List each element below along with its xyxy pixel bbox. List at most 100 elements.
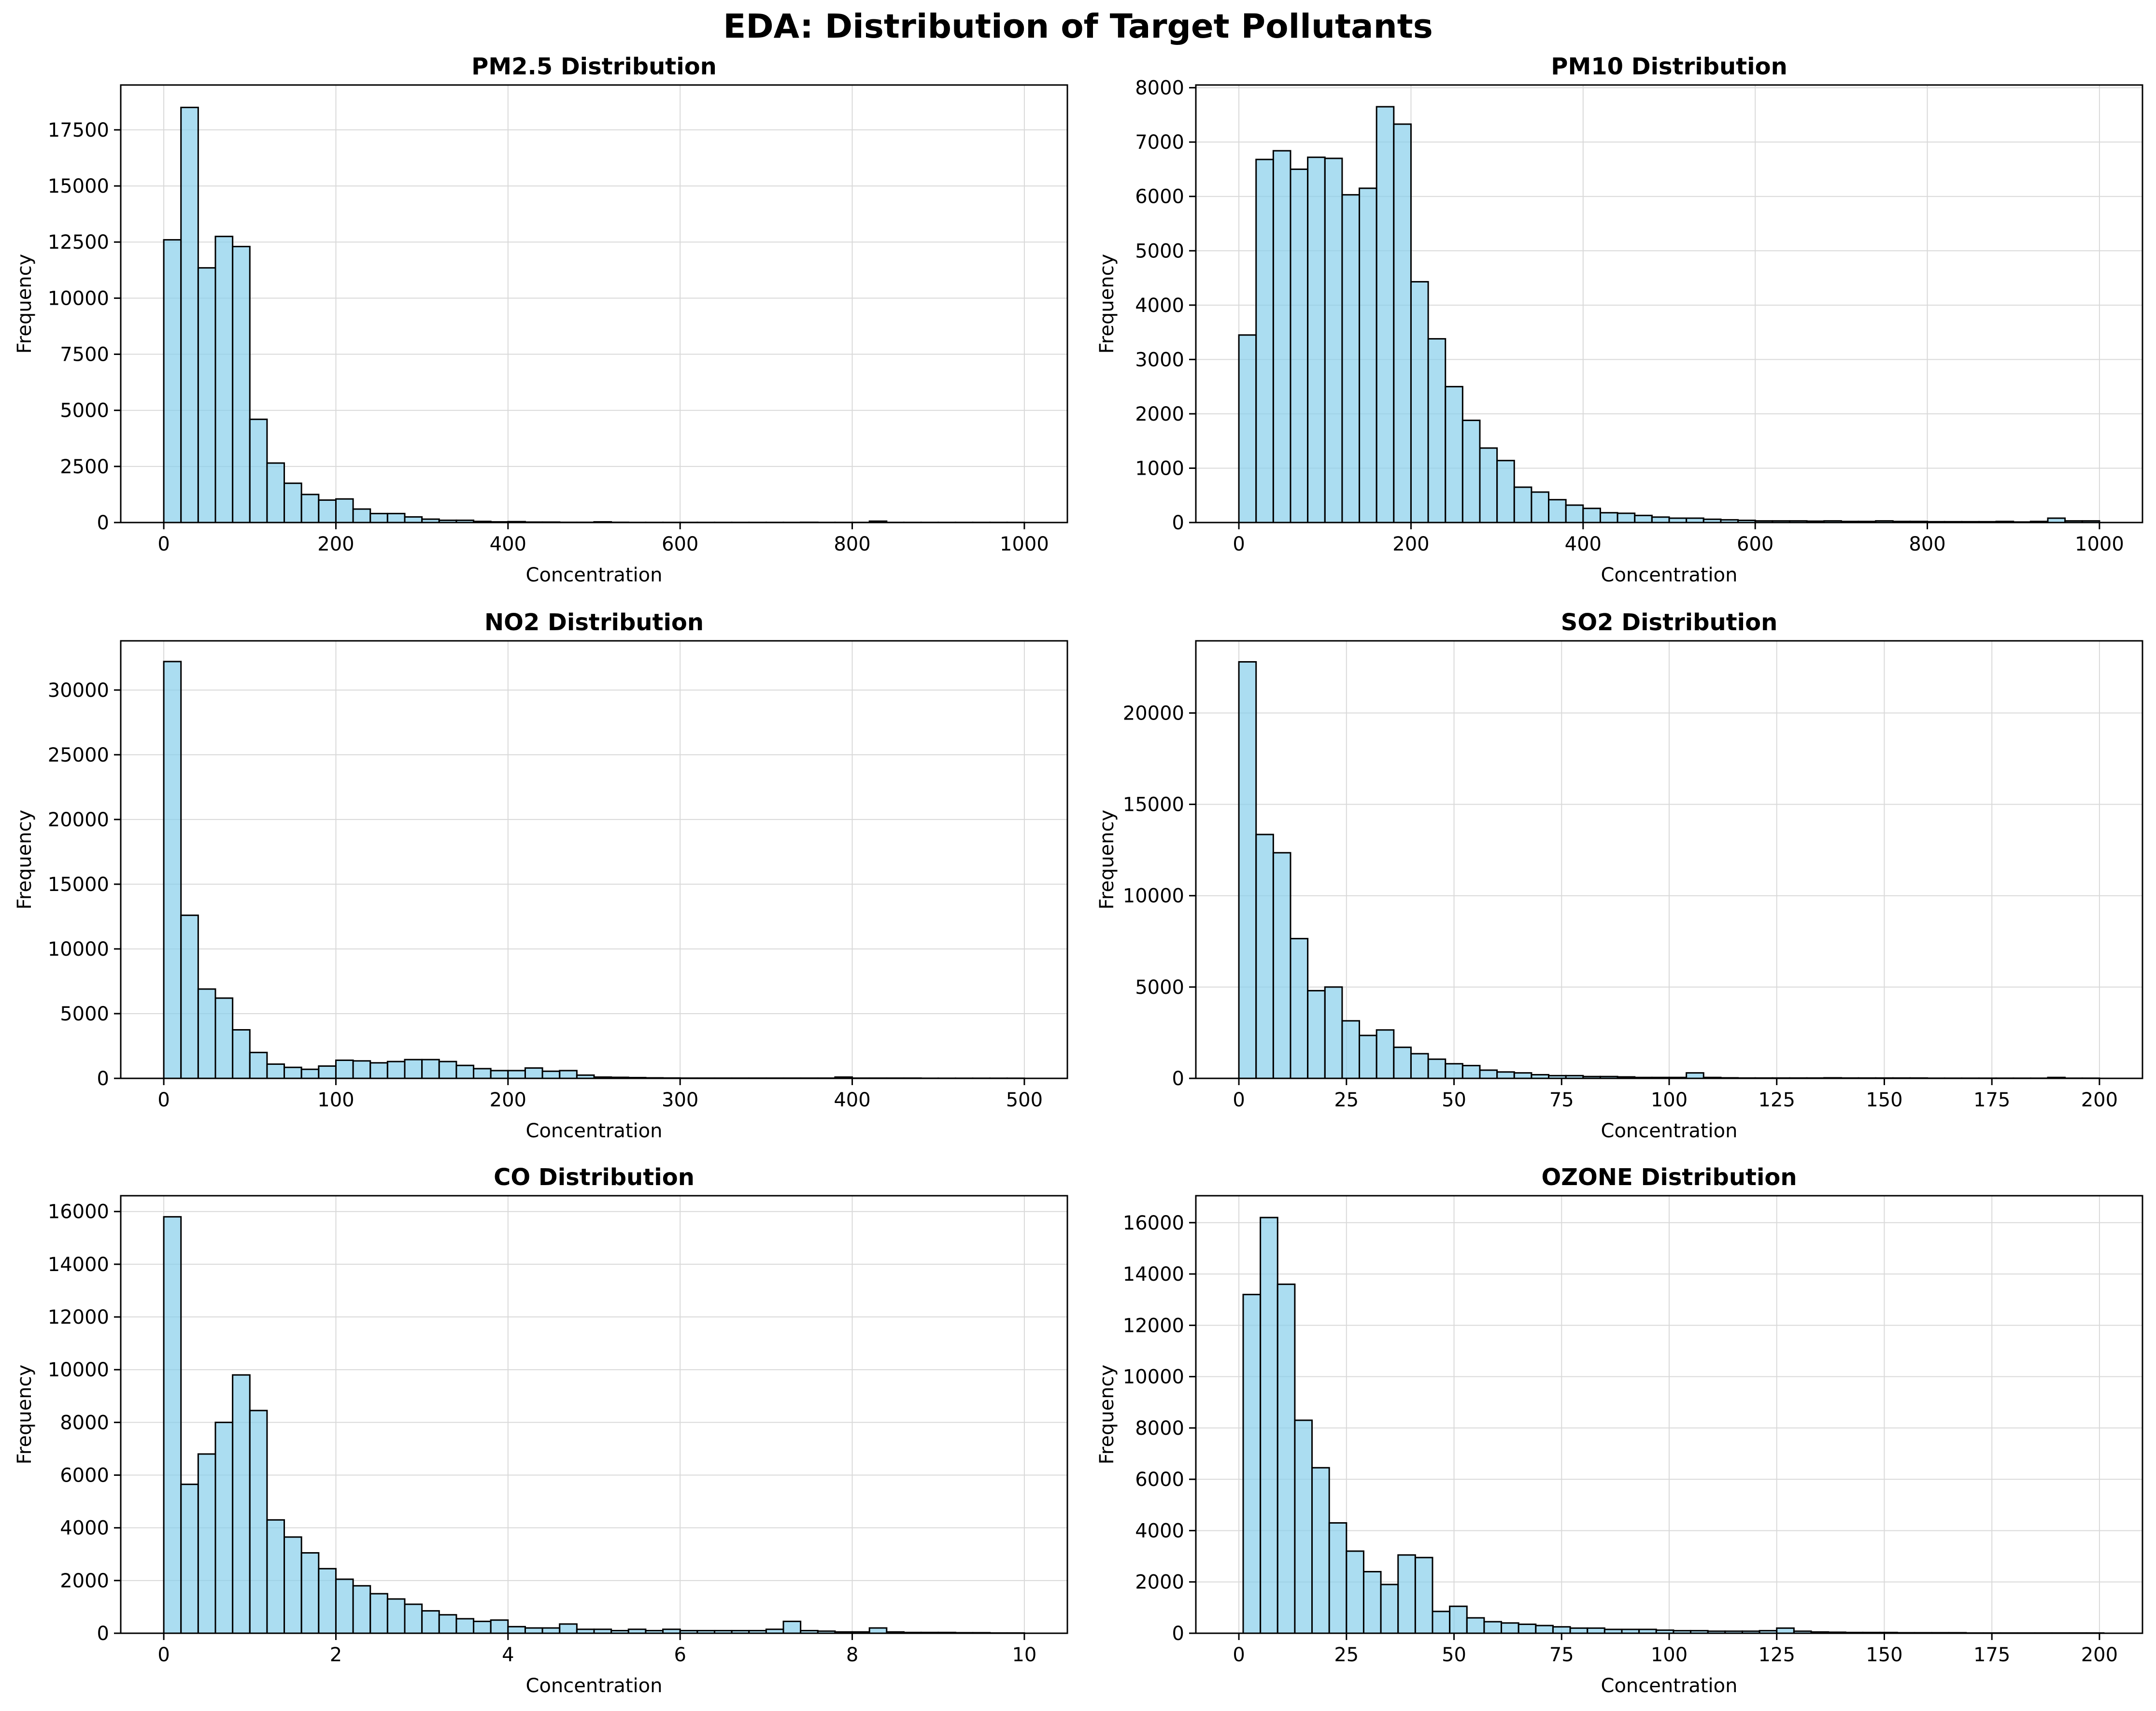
panel-title: PM2.5 Distribution [471,53,717,80]
histogram-bar [1427,1058,1447,1079]
histogram-bar [1410,281,1429,523]
y-tick-label: 16000 [1123,1212,1184,1234]
histogram-bar [404,516,423,523]
histogram-bar [404,1603,423,1634]
histogram-bar [524,1627,543,1634]
x-axis-label: Concentration [1601,564,1738,586]
histogram-bar [1362,1570,1382,1634]
x-tick-label: 50 [1442,1089,1466,1111]
y-tick-label: 5000 [60,1003,109,1025]
axes-frame [1195,84,2143,523]
histogram-bar [1483,1621,1503,1634]
y-tick-label: 17500 [48,119,109,141]
histogram-bar [1548,499,1567,523]
y-tick-label: 10000 [48,938,109,961]
histogram-bar [1324,157,1343,523]
x-tick-label: 0 [1233,1089,1245,1111]
y-tick-label: 5000 [1135,240,1184,262]
y-axis-label: Frequency [1096,810,1118,910]
x-tick-label: 8 [846,1644,858,1666]
histogram-bar [249,1410,268,1634]
histogram-bar [214,236,234,523]
y-tick-label: 6000 [1135,1469,1184,1491]
x-tick-label: 150 [1866,1644,1902,1666]
y-tick-label: 0 [1172,512,1184,534]
histogram-bar [1617,512,1636,523]
histogram-bar [300,1552,320,1634]
y-tick-label: 3000 [1135,349,1184,371]
x-tick-label: 75 [1549,1644,1574,1666]
histogram-bar [1376,106,1395,523]
histogram-bar [1359,187,1377,523]
histogram-bar [1513,1072,1532,1079]
y-tick-label: 7500 [60,344,109,366]
histogram-bar [1479,1069,1498,1079]
y-tick-label: 4000 [1135,295,1184,317]
histogram-bar [180,106,199,523]
histogram-bar [507,1070,526,1079]
x-axis-label: Concentration [526,1120,663,1142]
histogram-bar [1686,1072,1704,1079]
histogram-bar [473,1068,492,1079]
histogram-bar [1307,156,1326,523]
histogram-bar [1513,486,1532,523]
y-tick-label: 1000 [1135,457,1184,480]
x-tick-label: 800 [1909,533,1945,555]
histogram-bar [369,1062,388,1079]
histogram-bar [1410,1053,1429,1079]
panel-title: CO Distribution [494,1164,695,1191]
x-tick-label: 400 [834,1089,870,1111]
histogram-bar [541,1070,561,1079]
histogram-bar [1397,1554,1416,1634]
x-tick-label: 0 [157,1089,170,1111]
histogram-bar [180,1484,199,1634]
y-tick-label: 20000 [1123,702,1184,724]
histogram-bar [1359,1034,1377,1079]
histogram-bar [1432,1611,1451,1634]
histogram-bar [1328,1522,1348,1634]
histogram-bar [163,1216,182,1634]
x-tick-label: 300 [662,1089,698,1111]
chart-panel-5: 0 2 4 6 8 10 0 2000 4000 6000 8000 10000 12000 14000 1… [14,1164,1068,1697]
x-tick-label: 200 [2081,1089,2118,1111]
x-tick-label: 6 [674,1644,686,1666]
histogram-bar [1341,194,1361,523]
y-tick-label: 10000 [1123,885,1184,907]
chart-panel-2: 0 200 400 600 800 1000 0 1000 2000 3000 4000 5000 60… [1096,53,2143,586]
histogram-bar [1393,1046,1412,1079]
histogram-bar [352,1060,371,1079]
x-tick-label: 200 [317,533,354,555]
histogram-bar [1461,419,1481,523]
histogram-bar [1346,1550,1364,1634]
histogram-bar [1414,1556,1433,1634]
histogram-bar [300,494,320,523]
histogram-bar [1427,338,1447,523]
histogram-bar [1582,508,1601,523]
chart-panel-4: 0 25 50 75 100 125 150 175 200 0 5000 10000 15000 200… [1096,609,2143,1142]
histogram-bar [1449,1605,1468,1634]
y-tick-label: 12000 [48,1306,109,1329]
y-tick-label: 4000 [1135,1520,1184,1542]
x-tick-label: 100 [1651,1644,1688,1666]
histogram-bar [1496,1071,1515,1079]
y-tick-label: 2000 [60,1570,109,1592]
histogram-bar [507,1626,526,1634]
histogram-bar [163,239,182,523]
histogram-bar [1501,1622,1519,1634]
y-tick-label: 0 [1172,1068,1184,1090]
x-tick-label: 200 [490,1089,526,1111]
y-tick-label: 14000 [1123,1263,1184,1286]
y-tick-label: 2000 [1135,1571,1184,1594]
histogram-bar [1277,1283,1296,1634]
histogram-bar [197,1453,216,1634]
histogram-bar [1290,168,1309,523]
histogram-bar [386,1061,406,1079]
histogram-bar [335,498,354,523]
histogram-bar [318,1568,337,1634]
y-tick-label: 15000 [1123,794,1184,816]
y-tick-label: 15000 [48,874,109,896]
x-tick-label: 1000 [2075,533,2124,555]
y-tick-label: 8000 [1135,1417,1184,1440]
y-tick-label: 10000 [1123,1366,1184,1388]
